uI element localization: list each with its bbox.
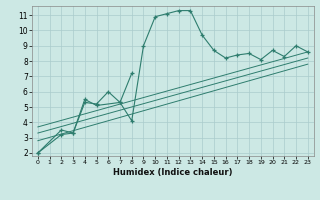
X-axis label: Humidex (Indice chaleur): Humidex (Indice chaleur) [113,168,233,177]
